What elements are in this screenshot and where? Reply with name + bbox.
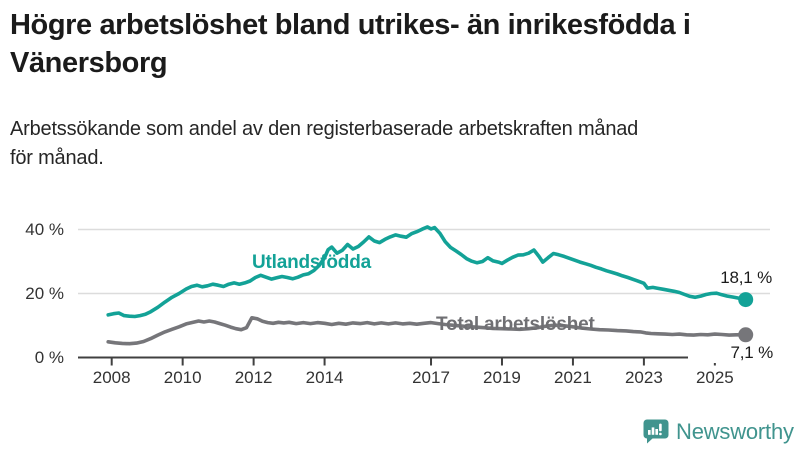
x-axis-tick-label-2019: 2019 bbox=[483, 368, 521, 387]
x-axis-tick-label-2008: 2008 bbox=[92, 368, 131, 387]
page-subtitle: Arbetssökande som andel av den registerb… bbox=[10, 115, 780, 173]
end-value-label-total-arbetsloshet: 7,1 % bbox=[688, 343, 774, 363]
x-axis-tick-label-2012: 2012 bbox=[234, 368, 273, 387]
page-title: Högre arbetslöshet bland utrikes- än inr… bbox=[10, 6, 785, 82]
page-subtitle-line2: för månad. bbox=[10, 147, 104, 169]
y-axis-tick-label-40: 40 % bbox=[25, 219, 64, 239]
x-axis-tick-label-2023: 2023 bbox=[624, 368, 663, 387]
y-axis-tick-label-0: 0 % bbox=[34, 347, 64, 367]
x-axis-tick-label-2021: 2021 bbox=[554, 368, 592, 387]
page-subtitle-line1: Arbetssökande som andel av den registerb… bbox=[10, 118, 639, 140]
y-axis-tick-label-20: 20 % bbox=[25, 283, 64, 303]
series-line-utlandsfodda bbox=[106, 225, 748, 319]
series-line-total-arbetsloshet bbox=[106, 315, 748, 346]
newsworthy-logo[interactable]: Newsworthy bbox=[642, 416, 796, 448]
newsworthy-wordmark: Newsworthy bbox=[676, 419, 794, 444]
newsworthy-speech-bubble-icon bbox=[643, 419, 669, 444]
series-label-utlandsfodda: Utlandsfödda bbox=[252, 252, 371, 273]
series-end-dot-utlandsfodda bbox=[738, 292, 754, 308]
x-axis-tick-label-2025: 2025 bbox=[695, 368, 734, 387]
series-end-dot-total-arbetsloshet bbox=[738, 327, 754, 343]
series-label-total-arbetsloshet: Total arbetslöshet bbox=[436, 314, 595, 335]
x-axis-tick-label-2014: 2014 bbox=[305, 368, 344, 387]
page-title-line2: Vänersborg bbox=[10, 47, 168, 79]
end-value-label-utlandsfodda: 18,1 % bbox=[720, 268, 772, 287]
page-title-line1: Högre arbetslöshet bland utrikes- än inr… bbox=[10, 9, 691, 41]
x-axis-tick-label-2010: 2010 bbox=[163, 368, 202, 387]
x-axis-tick-label-2017: 2017 bbox=[412, 368, 450, 387]
